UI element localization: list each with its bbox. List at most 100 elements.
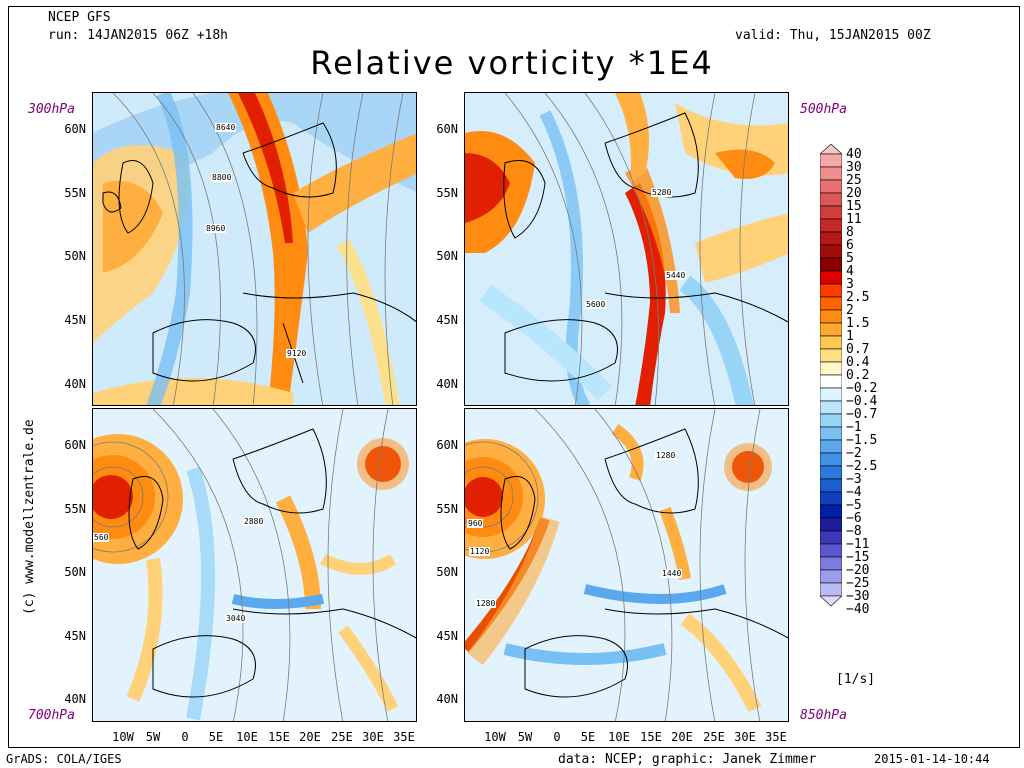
colorbar-swatch (820, 413, 842, 428)
lon-label: 35E (765, 730, 787, 744)
colorbar-swatch (820, 309, 842, 324)
colorbar-label: −20 (846, 563, 870, 578)
colorbar-label: 6 (846, 238, 854, 253)
colorbar-label: −2 (846, 446, 862, 461)
lat-label: 55N (436, 502, 458, 516)
colorbar-label: 2 (846, 303, 854, 318)
colorbar-swatch (820, 491, 842, 506)
lat-label: 40N (436, 377, 458, 391)
colorbar-swatch (820, 478, 842, 493)
lat-label: 40N (436, 692, 458, 706)
lat-label: 40N (64, 692, 86, 706)
colorbar-label: 20 (846, 186, 862, 201)
colorbar-label: −1.5 (846, 433, 878, 448)
colorbar-swatch (820, 153, 842, 168)
vorticity-field-850hpa (465, 409, 788, 721)
lat-label: 45N (436, 629, 458, 643)
colorbar-swatch (820, 283, 842, 298)
colorbar-swatch (820, 556, 842, 571)
lon-label: 5W (145, 730, 161, 744)
lat-label: 55N (436, 186, 458, 200)
map-panel-850hpa: 1280 1440 960 1120 1280 (464, 408, 789, 722)
map-panel-500hpa: 5280 5440 5600 (464, 92, 789, 406)
colorbar-swatch (820, 361, 842, 376)
colorbar-swatch (820, 374, 842, 389)
contour-label: 5440 (665, 271, 687, 280)
lat-label: 60N (436, 438, 458, 452)
contour-label: 1440 (661, 569, 683, 578)
level-label-850: 850hPa (800, 708, 847, 723)
lon-label: 10W (484, 730, 506, 744)
contour-label: 5600 (585, 300, 607, 309)
colorbar-label: −2.5 (846, 459, 878, 474)
lat-label: 55N (64, 502, 86, 516)
level-label-700: 700hPa (28, 708, 75, 723)
colorbar-swatch (820, 192, 842, 207)
colorbar-unit: [1/s] (836, 672, 876, 687)
contour-label: 560 (93, 533, 110, 542)
colorbar-swatch (820, 543, 842, 558)
colorbar-swatch (820, 569, 842, 584)
colorbar-label: −0.4 (846, 394, 878, 409)
colorbar-swatch (820, 144, 842, 155)
contour-label: 8960 (205, 224, 227, 233)
lat-label: 55N (64, 186, 86, 200)
colorbar-swatch (820, 582, 842, 597)
colorbar-label: 0.7 (846, 342, 870, 357)
colorbar-swatch (820, 426, 842, 441)
colorbar-label: −5 (846, 498, 862, 513)
level-label-500: 500hPa (800, 102, 847, 117)
lon-label: 20E (671, 730, 693, 744)
colorbar-label: 25 (846, 173, 862, 188)
colorbar-swatch (820, 231, 842, 246)
colorbar-swatch (820, 335, 842, 350)
colorbar-label: 3 (846, 277, 854, 292)
colorbar-swatch (820, 517, 842, 532)
lon-label: 15E (268, 730, 290, 744)
colorbar-label: −15 (846, 550, 870, 565)
chart-title: Relative vorticity *1E4 (310, 44, 714, 82)
colorbar-swatch (820, 387, 842, 402)
lon-label: 10E (236, 730, 258, 744)
contour-label: 3040 (225, 614, 247, 623)
colorbar-label: 4 (846, 264, 854, 279)
lon-label: 10W (112, 730, 134, 744)
colorbar-swatch (820, 348, 842, 363)
colorbar-label: 1 (846, 329, 854, 344)
map-panel-300hpa: 8640 8800 8960 9120 (92, 92, 417, 406)
lon-label: 30E (362, 730, 384, 744)
contour-label: 1280 (475, 599, 497, 608)
lat-label: 60N (64, 438, 86, 452)
lat-label: 60N (64, 122, 86, 136)
colorbar-swatch (820, 270, 842, 285)
lat-label: 45N (64, 629, 86, 643)
colorbar-swatch (820, 218, 842, 233)
run-info: run: 14JAN2015 06Z +18h (48, 28, 229, 43)
colorbar-label: 5 (846, 251, 854, 266)
contour-label: 1120 (469, 547, 491, 556)
colorbar-label: −4 (846, 485, 862, 500)
colorbar-label: −40 (846, 602, 870, 617)
colorbar-swatch (820, 166, 842, 181)
footer-software: GrADS: COLA/IGES (6, 752, 122, 766)
lon-label: 5W (517, 730, 533, 744)
contour-label: 8800 (211, 173, 233, 182)
lon-label: 0 (553, 730, 561, 744)
colorbar-swatch (820, 452, 842, 467)
colorbar-label: 30 (846, 160, 862, 175)
colorbar-label: −25 (846, 576, 870, 591)
level-label-300: 300hPa (28, 102, 75, 117)
colorbar (820, 144, 842, 607)
colorbar-swatch (820, 465, 842, 480)
colorbar-label: 11 (846, 212, 862, 227)
colorbar-swatch (820, 296, 842, 311)
colorbar-swatch (820, 257, 842, 272)
contour-label: 960 (467, 519, 484, 528)
lon-label: 25E (703, 730, 725, 744)
vorticity-field-500hpa (465, 93, 788, 405)
colorbar-label: 2.5 (846, 290, 870, 305)
colorbar-label: 8 (846, 225, 854, 240)
colorbar-swatch (820, 530, 842, 545)
colorbar-swatch (820, 205, 842, 220)
contour-label: 9120 (286, 349, 308, 358)
